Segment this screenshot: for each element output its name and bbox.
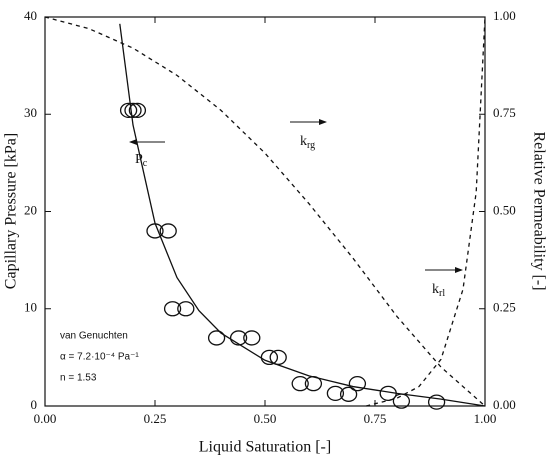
x-tick-label: 0.50 xyxy=(254,411,277,426)
y-tick-label: 0 xyxy=(31,397,38,412)
x-tick-label: 0.00 xyxy=(34,411,57,426)
y-tick-label: 20 xyxy=(24,202,37,217)
x-tick-label: 0.25 xyxy=(144,411,167,426)
plot-frame xyxy=(44,16,486,407)
x-tick-label: 0.75 xyxy=(364,411,387,426)
y-tick-label: 40 xyxy=(24,8,37,23)
pc-label: Pc xyxy=(135,152,148,169)
dashed-curve xyxy=(44,16,486,407)
fit-curve xyxy=(119,23,486,407)
data-point xyxy=(427,394,446,410)
krg-label: krg xyxy=(300,134,315,151)
data-point xyxy=(163,301,182,317)
x-tick-label: 1.00 xyxy=(474,411,497,426)
data-point xyxy=(229,330,248,346)
y2-tick-label: 0.75 xyxy=(493,105,516,120)
data-point xyxy=(269,349,287,366)
data-point xyxy=(339,386,358,402)
pc-main: P xyxy=(135,152,143,167)
dashed-curve xyxy=(366,16,486,407)
data-point xyxy=(177,301,195,317)
model-name: van Genuchten xyxy=(60,331,128,342)
y2-tick-label: 1.00 xyxy=(493,8,516,23)
krl-sub: rl xyxy=(439,288,445,299)
x-axis-title: Liquid Saturation [-] xyxy=(199,439,331,456)
model-alpha: α = 7.2·10⁻⁴ Pa⁻¹ xyxy=(60,352,139,363)
y-axis-title: Capillary Pressure [kPa] xyxy=(3,133,20,289)
y2-tick-label: 0.50 xyxy=(493,202,516,217)
data-point xyxy=(124,102,142,119)
data-point xyxy=(207,330,226,346)
y2-tick-label: 0.25 xyxy=(493,300,516,315)
data-point xyxy=(348,375,367,392)
krl-main: k xyxy=(432,282,439,297)
data-point xyxy=(128,102,147,119)
krl-label: krl xyxy=(432,282,445,299)
data-point xyxy=(243,330,261,346)
model-n: n = 1.53 xyxy=(60,373,97,384)
data-point xyxy=(119,102,138,119)
y2-axis-title: Relative Permeability [-] xyxy=(530,131,547,290)
krg-main: k xyxy=(300,134,307,149)
krg-sub: rg xyxy=(307,140,315,151)
data-point xyxy=(159,223,177,239)
data-point xyxy=(291,375,309,392)
data-point xyxy=(326,385,345,402)
y-tick-label: 30 xyxy=(24,105,37,120)
y-tick-label: 10 xyxy=(24,300,37,315)
y2-tick-label: 0.00 xyxy=(493,397,516,412)
pc-sub: c xyxy=(143,158,148,169)
